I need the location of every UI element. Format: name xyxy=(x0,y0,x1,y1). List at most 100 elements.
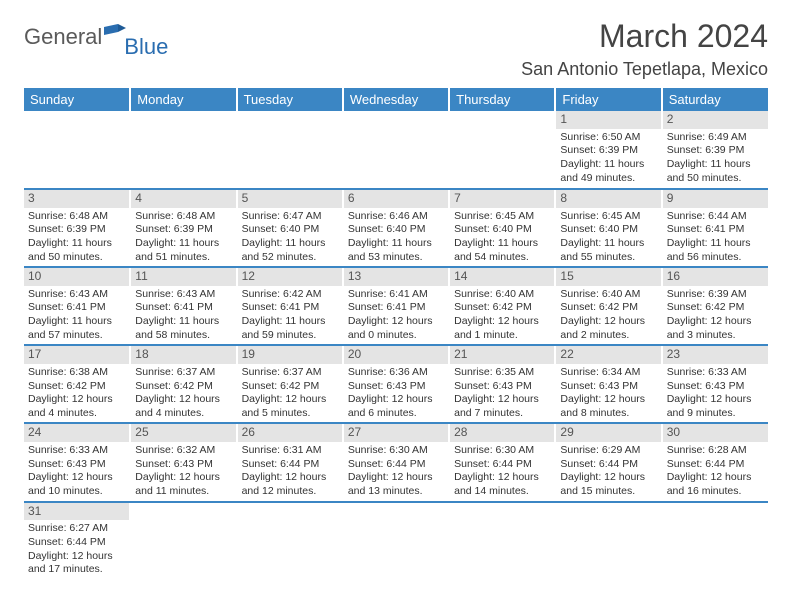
cell-text: Sunrise: 6:44 AMSunset: 6:41 PMDaylight:… xyxy=(667,210,764,265)
day-number xyxy=(131,503,235,521)
day-number: 5 xyxy=(238,190,342,208)
day-number xyxy=(344,111,448,129)
cell-text: Sunrise: 6:43 AMSunset: 6:41 PMDaylight:… xyxy=(135,288,231,343)
day-number xyxy=(238,111,342,129)
cell-text: Sunrise: 6:33 AMSunset: 6:43 PMDaylight:… xyxy=(667,366,764,421)
calendar-cell: 5 Sunrise: 6:47 AMSunset: 6:40 PMDaylight… xyxy=(237,189,343,267)
calendar-cell: 24 Sunrise: 6:33 AMSunset: 6:43 PMDayligh… xyxy=(24,423,130,501)
day-header: Tuesday xyxy=(237,88,343,111)
calendar-cell: 9Sunrise: 6:44 AMSunset: 6:41 PMDaylight… xyxy=(662,189,768,267)
cell-text: Sunrise: 6:39 AMSunset: 6:42 PMDaylight:… xyxy=(667,288,764,343)
day-header: Saturday xyxy=(662,88,768,111)
day-number xyxy=(344,503,448,521)
day-number: 20 xyxy=(344,346,448,364)
location: San Antonio Tepetlapa, Mexico xyxy=(521,59,768,80)
day-number: 14 xyxy=(450,268,554,286)
cell-text: Sunrise: 6:48 AMSunset: 6:39 PMDaylight:… xyxy=(135,210,231,265)
cell-text: Sunrise: 6:30 AMSunset: 6:44 PMDaylight:… xyxy=(348,444,444,499)
day-header: Monday xyxy=(130,88,236,111)
calendar-cell: 12 Sunrise: 6:42 AMSunset: 6:41 PMDayligh… xyxy=(237,267,343,345)
cell-text: Sunrise: 6:36 AMSunset: 6:43 PMDaylight:… xyxy=(348,366,444,421)
calendar-cell: 30Sunrise: 6:28 AMSunset: 6:44 PMDayligh… xyxy=(662,423,768,501)
calendar-cell: 17Sunrise: 6:38 AMSunset: 6:42 PMDayligh… xyxy=(24,345,130,423)
logo-text-general: General xyxy=(24,24,102,50)
day-number: 16 xyxy=(663,268,768,286)
calendar-cell: 21 Sunrise: 6:35 AMSunset: 6:43 PMDayligh… xyxy=(449,345,555,423)
calendar-week: 10Sunrise: 6:43 AMSunset: 6:41 PMDayligh… xyxy=(24,267,768,345)
calendar-cell: 25Sunrise: 6:32 AMSunset: 6:43 PMDayligh… xyxy=(130,423,236,501)
day-number: 1 xyxy=(556,111,660,129)
calendar-cell xyxy=(237,502,343,580)
calendar-cell: 27 Sunrise: 6:30 AMSunset: 6:44 PMDayligh… xyxy=(343,423,449,501)
calendar-cell: 11Sunrise: 6:43 AMSunset: 6:41 PMDayligh… xyxy=(130,267,236,345)
calendar-cell xyxy=(555,502,661,580)
cell-text: Sunrise: 6:29 AMSunset: 6:44 PMDaylight:… xyxy=(560,444,656,499)
calendar-cell: 29 Sunrise: 6:29 AMSunset: 6:44 PMDayligh… xyxy=(555,423,661,501)
day-number: 24 xyxy=(24,424,129,442)
day-number xyxy=(450,111,554,129)
day-number: 28 xyxy=(450,424,554,442)
calendar-cell: 16 Sunrise: 6:39 AMSunset: 6:42 PMDayligh… xyxy=(662,267,768,345)
calendar-cell: 22 Sunrise: 6:34 AMSunset: 6:43 PMDayligh… xyxy=(555,345,661,423)
calendar-cell xyxy=(237,111,343,189)
day-number: 17 xyxy=(24,346,129,364)
day-number xyxy=(131,111,235,129)
calendar-cell: 13Sunrise: 6:41 AMSunset: 6:41 PMDayligh… xyxy=(343,267,449,345)
day-header: Thursday xyxy=(449,88,555,111)
day-number: 21 xyxy=(450,346,554,364)
calendar-cell: 23Sunrise: 6:33 AMSunset: 6:43 PMDayligh… xyxy=(662,345,768,423)
calendar-cell: 8 Sunrise: 6:45 AMSunset: 6:40 PMDaylight… xyxy=(555,189,661,267)
logo-text-blue: Blue xyxy=(124,34,168,60)
cell-text: Sunrise: 6:46 AMSunset: 6:40 PMDaylight:… xyxy=(348,210,444,265)
cell-text: Sunrise: 6:45 AMSunset: 6:40 PMDaylight:… xyxy=(454,210,550,265)
day-header: Sunday xyxy=(24,88,130,111)
day-header: Friday xyxy=(555,88,661,111)
day-number xyxy=(450,503,554,521)
calendar-cell: 4Sunrise: 6:48 AMSunset: 6:39 PMDaylight… xyxy=(130,189,236,267)
day-number xyxy=(663,503,768,521)
cell-text: Sunrise: 6:35 AMSunset: 6:43 PMDaylight:… xyxy=(454,366,550,421)
cell-text: Sunrise: 6:47 AMSunset: 6:40 PMDaylight:… xyxy=(242,210,338,265)
calendar-cell xyxy=(662,502,768,580)
calendar-cell: 31Sunrise: 6:27 AMSunset: 6:44 PMDayligh… xyxy=(24,502,130,580)
cell-text: Sunrise: 6:45 AMSunset: 6:40 PMDaylight:… xyxy=(560,210,656,265)
day-number: 7 xyxy=(450,190,554,208)
title-block: March 2024 San Antonio Tepetlapa, Mexico xyxy=(521,18,768,80)
calendar-cell: 14Sunrise: 6:40 AMSunset: 6:42 PMDayligh… xyxy=(449,267,555,345)
day-header-row: SundayMondayTuesdayWednesdayThursdayFrid… xyxy=(24,88,768,111)
day-number: 30 xyxy=(663,424,768,442)
calendar-cell: 26Sunrise: 6:31 AMSunset: 6:44 PMDayligh… xyxy=(237,423,343,501)
calendar-cell: 10Sunrise: 6:43 AMSunset: 6:41 PMDayligh… xyxy=(24,267,130,345)
cell-text: Sunrise: 6:37 AMSunset: 6:42 PMDaylight:… xyxy=(135,366,231,421)
day-number: 22 xyxy=(556,346,660,364)
header: General Blue March 2024 San Antonio Tepe… xyxy=(24,18,768,80)
day-number: 18 xyxy=(131,346,235,364)
cell-text: Sunrise: 6:42 AMSunset: 6:41 PMDaylight:… xyxy=(242,288,338,343)
day-number: 29 xyxy=(556,424,660,442)
calendar-cell: 7 Sunrise: 6:45 AMSunset: 6:40 PMDaylight… xyxy=(449,189,555,267)
logo: General Blue xyxy=(24,24,172,50)
day-number: 12 xyxy=(238,268,342,286)
calendar-cell: 15Sunrise: 6:40 AMSunset: 6:42 PMDayligh… xyxy=(555,267,661,345)
day-number: 8 xyxy=(556,190,660,208)
calendar-week: 1 Sunrise: 6:50 AMSunset: 6:39 PMDaylight… xyxy=(24,111,768,189)
day-number: 6 xyxy=(344,190,448,208)
cell-text: Sunrise: 6:43 AMSunset: 6:41 PMDaylight:… xyxy=(28,288,125,343)
day-number: 26 xyxy=(238,424,342,442)
day-number xyxy=(556,503,660,521)
calendar-cell xyxy=(130,502,236,580)
calendar-body: 1 Sunrise: 6:50 AMSunset: 6:39 PMDaylight… xyxy=(24,111,768,580)
day-number: 27 xyxy=(344,424,448,442)
cell-text: Sunrise: 6:33 AMSunset: 6:43 PMDaylight:… xyxy=(28,444,125,499)
calendar-cell: 18 Sunrise: 6:37 AMSunset: 6:42 PMDayligh… xyxy=(130,345,236,423)
cell-text: Sunrise: 6:41 AMSunset: 6:41 PMDaylight:… xyxy=(348,288,444,343)
cell-text: Sunrise: 6:50 AMSunset: 6:39 PMDaylight:… xyxy=(560,131,656,186)
cell-text: Sunrise: 6:37 AMSunset: 6:42 PMDaylight:… xyxy=(242,366,338,421)
flag-icon xyxy=(104,22,126,48)
day-number: 19 xyxy=(238,346,342,364)
day-number xyxy=(238,503,342,521)
calendar-cell: 3Sunrise: 6:48 AMSunset: 6:39 PMDaylight… xyxy=(24,189,130,267)
cell-text: Sunrise: 6:34 AMSunset: 6:43 PMDaylight:… xyxy=(560,366,656,421)
calendar-cell xyxy=(449,502,555,580)
calendar-week: 3Sunrise: 6:48 AMSunset: 6:39 PMDaylight… xyxy=(24,189,768,267)
